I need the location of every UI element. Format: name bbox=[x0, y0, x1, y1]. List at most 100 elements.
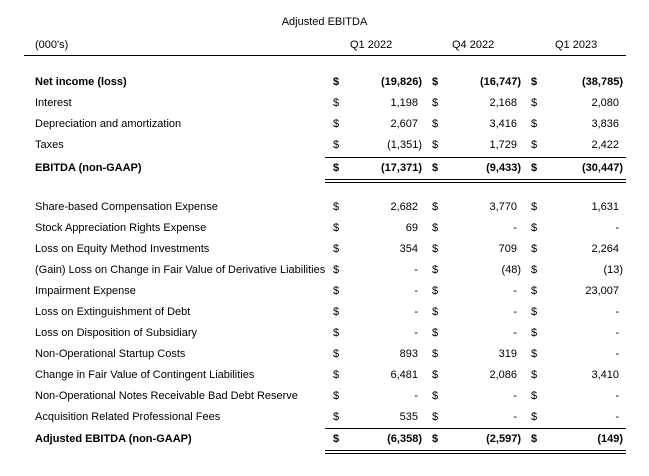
value-q4-2022: (16,747) bbox=[480, 76, 521, 88]
value-q1-2023: 3,836 bbox=[591, 118, 619, 130]
value-q1-2023: 1,631 bbox=[591, 201, 619, 213]
row-label: Loss on Equity Method Investments bbox=[35, 243, 210, 255]
currency-symbol: $ bbox=[333, 139, 340, 151]
currency-symbol: $ bbox=[333, 162, 340, 174]
value-q1-2022: 69 bbox=[405, 222, 418, 234]
value-q4-2022: 709 bbox=[498, 243, 517, 255]
row-label: Stock Appreciation Rights Expense bbox=[35, 222, 207, 234]
value-q1-2023: - bbox=[615, 411, 619, 423]
value-q4-2022: - bbox=[513, 306, 517, 318]
table-row: Net income (loss) $ (19,826) $ (16,747) $ (38,… bbox=[0, 76, 649, 89]
value-q1-2022: 6,481 bbox=[390, 369, 418, 381]
currency-symbol: $ bbox=[432, 327, 439, 339]
value-q4-2022: - bbox=[513, 327, 517, 339]
total-rule bbox=[325, 428, 626, 429]
value-q1-2022: - bbox=[414, 327, 418, 339]
currency-symbol: $ bbox=[432, 118, 439, 130]
value-q1-2022: 893 bbox=[399, 348, 418, 360]
table-row: (Gain) Loss on Change in Fair Value of D… bbox=[0, 264, 649, 277]
table-row: Acquisition Related Professional Fees $53… bbox=[0, 411, 649, 424]
currency-symbol: $ bbox=[333, 306, 340, 318]
value-q1-2022: (6,358) bbox=[387, 433, 422, 445]
value-q1-2022: 2,682 bbox=[390, 201, 418, 213]
value-q4-2022: (9,433) bbox=[486, 162, 521, 174]
currency-symbol: $ bbox=[531, 411, 538, 423]
currency-symbol: $ bbox=[531, 306, 538, 318]
value-q4-2022: 2,168 bbox=[489, 97, 517, 109]
currency-symbol: $ bbox=[432, 369, 439, 381]
row-label: Net income (loss) bbox=[35, 76, 127, 88]
currency-symbol: $ bbox=[333, 348, 340, 360]
currency-symbol: $ bbox=[531, 433, 538, 445]
currency-symbol: $ bbox=[531, 162, 538, 174]
currency-symbol: $ bbox=[432, 243, 439, 255]
table-row: Stock Appreciation Rights Expense $69 $ - $ - bbox=[0, 222, 649, 235]
currency-symbol: $ bbox=[432, 306, 439, 318]
currency-symbol: $ bbox=[333, 222, 340, 234]
currency-symbol: $ bbox=[333, 243, 340, 255]
currency-symbol: $ bbox=[432, 76, 439, 88]
value-q4-2022: (48) bbox=[501, 264, 521, 276]
currency-symbol: $ bbox=[432, 97, 439, 109]
value-q4-2022: 2,086 bbox=[489, 369, 517, 381]
value-q1-2022: 1,198 bbox=[390, 97, 418, 109]
header-rule bbox=[24, 55, 626, 56]
currency-symbol: $ bbox=[432, 348, 439, 360]
currency-symbol: $ bbox=[432, 411, 439, 423]
table-title: Adjusted EBITDA bbox=[281, 16, 368, 28]
table-row: Taxes $ (1,351) $1,729 $2,422 bbox=[0, 139, 649, 152]
row-label: Share-based Compensation Expense bbox=[35, 201, 218, 213]
value-q4-2022: - bbox=[513, 411, 517, 423]
value-q1-2023: 2,422 bbox=[591, 139, 619, 151]
value-q4-2022: (2,597) bbox=[486, 433, 521, 445]
value-q1-2022: 354 bbox=[399, 243, 418, 255]
units-label: (000's) bbox=[35, 39, 69, 51]
currency-symbol: $ bbox=[333, 327, 340, 339]
row-label: EBITDA (non-GAAP) bbox=[35, 162, 142, 174]
value-q1-2023: - bbox=[615, 306, 619, 318]
currency-symbol: $ bbox=[333, 118, 340, 130]
row-label: Impairment Expense bbox=[35, 285, 136, 297]
value-q1-2022: - bbox=[414, 285, 418, 297]
table-row: Non-Operational Notes Receivable Bad Deb… bbox=[0, 390, 649, 403]
value-q1-2023: 2,264 bbox=[591, 243, 619, 255]
currency-symbol: $ bbox=[531, 285, 538, 297]
currency-symbol: $ bbox=[432, 222, 439, 234]
value-q4-2022: 3,770 bbox=[489, 201, 517, 213]
table-row: Interest $1,198 $2,168 $2,080 bbox=[0, 97, 649, 110]
currency-symbol: $ bbox=[432, 201, 439, 213]
total-double-rule-bottom bbox=[325, 453, 626, 454]
value-q1-2023: 3,410 bbox=[591, 369, 619, 381]
table-row: Loss on Extinguishment of Debt $ - $ - $ - bbox=[0, 306, 649, 319]
value-q1-2022: 535 bbox=[399, 411, 418, 423]
currency-symbol: $ bbox=[531, 201, 538, 213]
row-label: Non-Operational Startup Costs bbox=[35, 348, 186, 360]
value-q4-2022: 1,729 bbox=[489, 139, 517, 151]
value-q1-2022: (1,351) bbox=[387, 139, 422, 151]
table-row: Loss on Disposition of Subsidiary $ - $ - $ - bbox=[0, 327, 649, 340]
currency-symbol: $ bbox=[333, 201, 340, 213]
currency-symbol: $ bbox=[333, 433, 340, 445]
currency-symbol: $ bbox=[531, 390, 538, 402]
value-q4-2022: - bbox=[513, 285, 517, 297]
row-label: Change in Fair Value of Contingent Liabi… bbox=[35, 369, 255, 381]
currency-symbol: $ bbox=[531, 76, 538, 88]
currency-symbol: $ bbox=[432, 390, 439, 402]
currency-symbol: $ bbox=[531, 264, 538, 276]
currency-symbol: $ bbox=[432, 139, 439, 151]
row-label: Loss on Extinguishment of Debt bbox=[35, 306, 191, 318]
currency-symbol: $ bbox=[531, 369, 538, 381]
value-q1-2022: (17,371) bbox=[381, 162, 422, 174]
currency-symbol: $ bbox=[333, 97, 340, 109]
value-q1-2023: (30,447) bbox=[582, 162, 623, 174]
total-row: Adjusted EBITDA (non-GAAP) $ (6,358) $ (2,59… bbox=[0, 433, 649, 446]
currency-symbol: $ bbox=[432, 433, 439, 445]
row-label: Acquisition Related Professional Fees bbox=[35, 411, 221, 423]
currency-symbol: $ bbox=[333, 390, 340, 402]
column-header-q4-2022: Q4 2022 bbox=[452, 39, 495, 51]
currency-symbol: $ bbox=[432, 285, 439, 297]
value-q1-2022: - bbox=[414, 306, 418, 318]
row-label: Interest bbox=[35, 97, 72, 109]
row-label: Depreciation and amortization bbox=[35, 118, 182, 130]
value-q1-2023: 23,007 bbox=[585, 285, 619, 297]
